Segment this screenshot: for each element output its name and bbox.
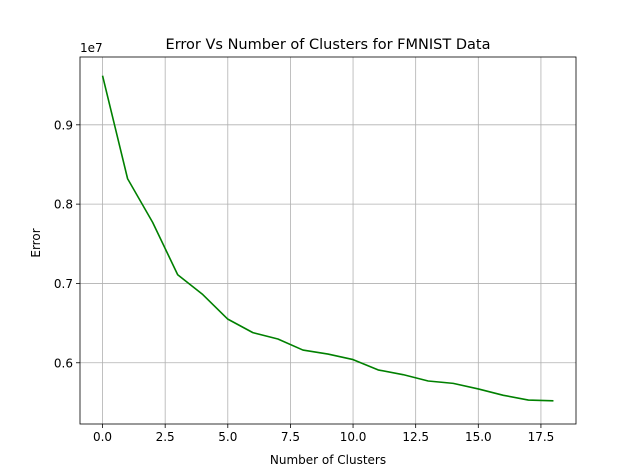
x-axis-label: Number of Clusters xyxy=(270,453,386,467)
x-tick-label: 10.0 xyxy=(340,430,367,444)
x-tick-label: 7.5 xyxy=(281,430,300,444)
chart-title: Error Vs Number of Clusters for FMNIST D… xyxy=(166,37,491,53)
series-line xyxy=(101,75,554,402)
x-tick-label: 17.5 xyxy=(528,430,555,444)
y-axis-offset-label: 1e7 xyxy=(80,41,103,55)
x-tick-label: 15.0 xyxy=(465,430,492,444)
series-layer xyxy=(101,75,554,402)
x-tick-label: 2.5 xyxy=(156,430,175,444)
x-axis-ticks: 0.0 2.5 5.0 7.5 10.0 12.5 15.0 17.5 xyxy=(93,424,554,444)
y-tick-label: 0.9 xyxy=(54,118,73,132)
y-tick-label: 0.6 xyxy=(54,356,73,370)
y-tick-label: 0.7 xyxy=(54,277,73,291)
y-axis-label: Error xyxy=(29,228,43,257)
x-tick-label: 12.5 xyxy=(402,430,429,444)
grid-lines xyxy=(80,57,576,424)
y-tick-label: 0.8 xyxy=(54,198,73,212)
x-tick-label: 5.0 xyxy=(218,430,237,444)
y-axis-ticks: 0.6 0.7 0.8 0.9 xyxy=(54,118,80,370)
x-tick-label: 0.0 xyxy=(93,430,112,444)
plot-frame xyxy=(79,56,577,425)
